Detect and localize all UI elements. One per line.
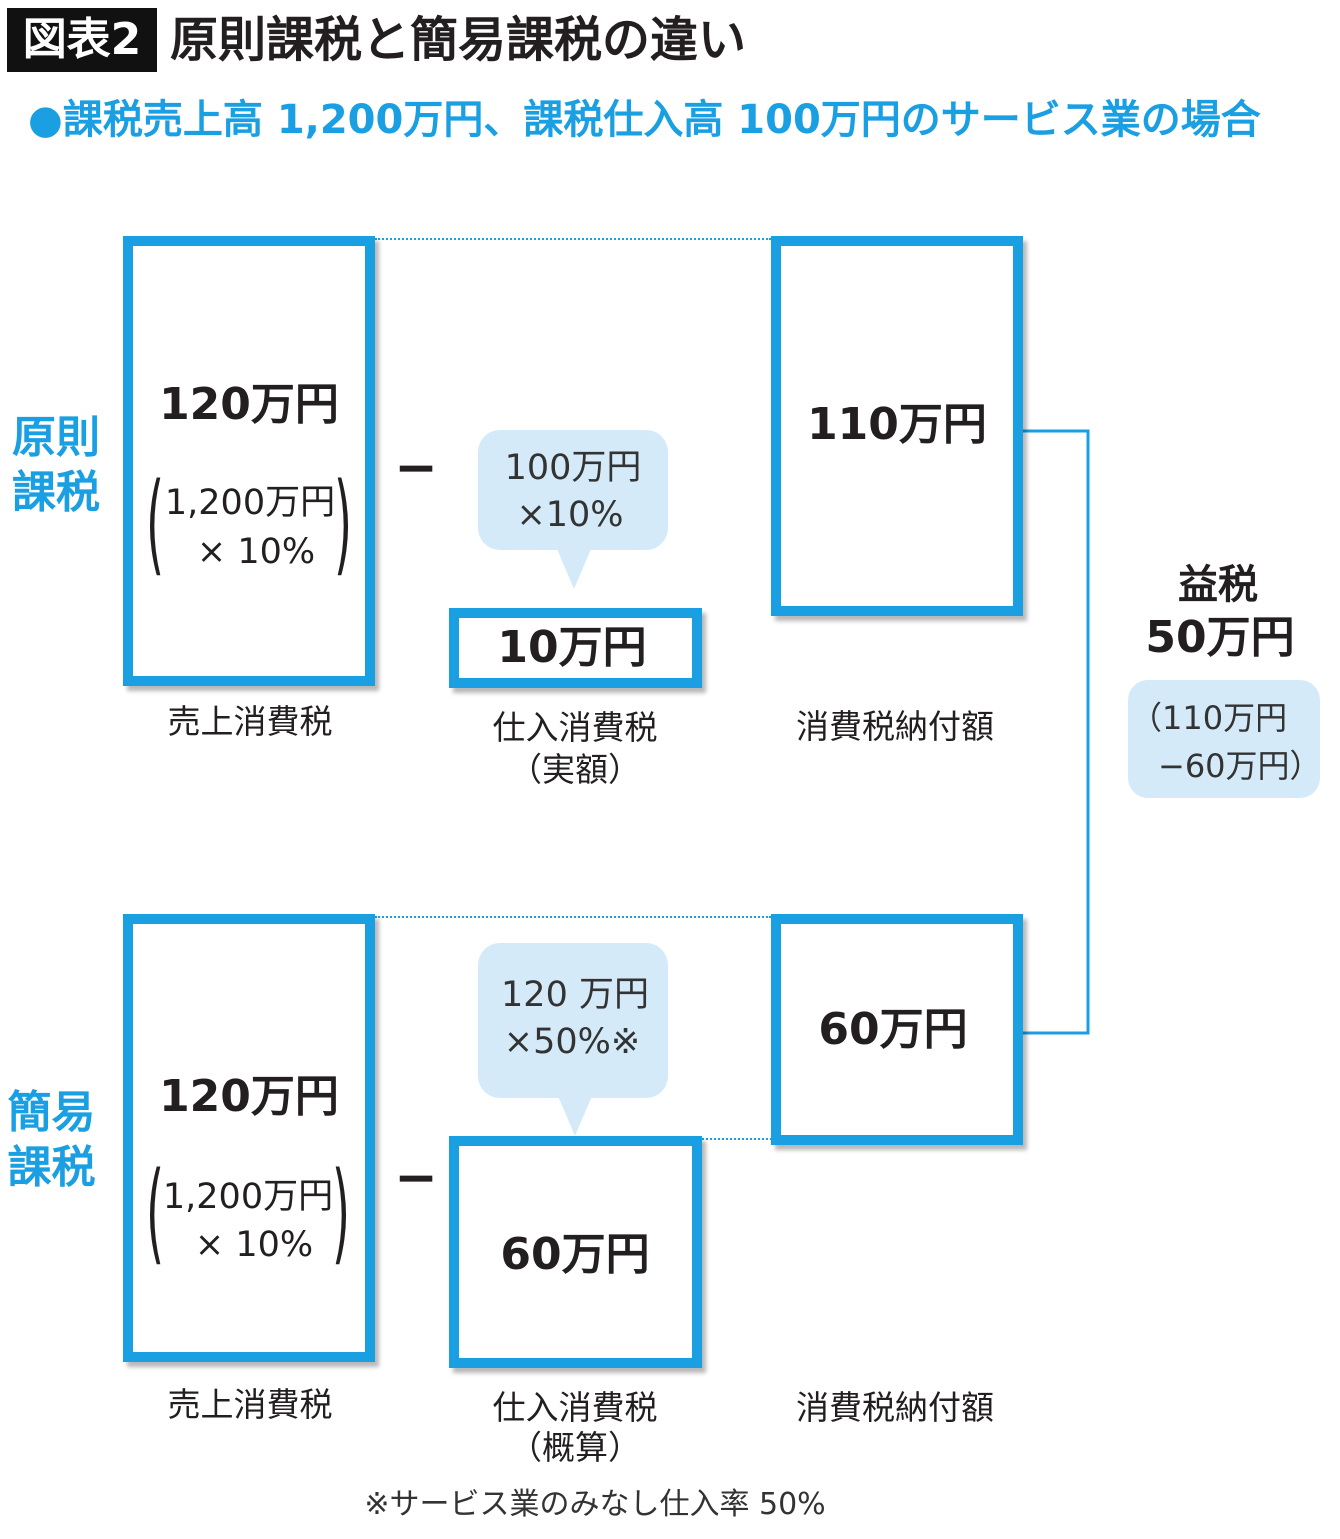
simplified-calculation-bubble xyxy=(478,943,668,1098)
principle-bubble-line1: 100万円 xyxy=(504,448,642,488)
simplified-formula-line2: × 10% xyxy=(194,1225,314,1265)
simplified-sales-tax-amount: 120万円 xyxy=(159,1071,339,1122)
principle-formula-paren-open: ( xyxy=(146,459,165,587)
simplified-purchase-tax-caption-note: （概算） xyxy=(509,1428,641,1467)
principle-label-line1: 原則 xyxy=(12,412,100,463)
simplified-payment-caption: 消費税納付額 xyxy=(796,1388,994,1427)
simplified-payment-amount: 60万円 xyxy=(818,1004,968,1055)
simplified-formula-line1: 1,200万円 xyxy=(162,1177,334,1217)
principle-bubble-tail xyxy=(557,549,591,589)
profit-formula-line2: −60万円） xyxy=(1158,747,1322,785)
simplified-sales-tax-caption: 売上消費税 xyxy=(167,1385,333,1424)
subtitle: ●課税売上高 1,200万円、課税仕入高 100万円のサービス業の場合 xyxy=(28,97,1261,143)
principle-purchase-tax-amount: 10万円 xyxy=(497,622,647,673)
simplified-label-line2: 課税 xyxy=(7,1142,96,1193)
simplified-purchase-dotted-line xyxy=(702,1138,772,1140)
principle-payment-amount: 110万円 xyxy=(807,399,987,450)
principle-sales-tax-caption: 売上消費税 xyxy=(167,702,333,741)
footnote: ※サービス業のみなし仕入率 50% xyxy=(364,1487,826,1522)
simplified-label-line1: 簡易 xyxy=(7,1087,96,1138)
principle-purchase-tax-caption-note: （実額） xyxy=(509,750,641,789)
simplified-sales-tax-box xyxy=(123,914,375,1362)
principle-purchase-tax-box xyxy=(449,608,702,688)
principle-purchase-tax-caption: 仕入消費税 xyxy=(492,708,658,747)
simplified-bubble-tail xyxy=(558,1096,592,1136)
principle-guide-dotted-line xyxy=(375,238,771,240)
simplified-purchase-tax-amount: 60万円 xyxy=(500,1229,650,1280)
principle-payment-box xyxy=(771,236,1023,616)
connector-path xyxy=(1018,429,1090,1035)
principle-sales-tax-amount: 120万円 xyxy=(159,379,339,430)
principle-minus-operator: − xyxy=(394,438,438,498)
simplified-minus-operator: − xyxy=(394,1148,438,1208)
principle-formula-line2: × 10% xyxy=(196,532,316,572)
page-title: 原則課税と簡易課税の違い xyxy=(170,12,747,68)
principle-bubble-line2: ×10% xyxy=(516,495,624,535)
simplified-purchase-tax-caption: 仕入消費税 xyxy=(492,1388,658,1427)
profit-amount: 50万円 xyxy=(1145,612,1295,663)
profit-label: 益税 xyxy=(1178,562,1258,608)
principle-formula-line1: 1,200万円 xyxy=(164,483,336,523)
figure-badge: 図表2 xyxy=(7,8,157,72)
principle-calculation-bubble xyxy=(478,430,668,550)
profit-formula-line1: （110万円 xyxy=(1130,699,1288,737)
simplified-formula-paren-open: ( xyxy=(146,1148,165,1276)
profit-formula-box xyxy=(1128,680,1320,798)
simplified-payment-box xyxy=(771,914,1023,1145)
simplified-bubble-line1: 120 万円 xyxy=(501,975,649,1015)
principle-payment-caption: 消費税納付額 xyxy=(796,707,994,746)
principle-formula-paren-close: ) xyxy=(334,459,353,587)
simplified-purchase-tax-box xyxy=(449,1136,702,1368)
simplified-bubble-line2: ×50%※ xyxy=(503,1022,641,1062)
principle-label-line2: 課税 xyxy=(12,467,100,518)
simplified-guide-dotted-line xyxy=(375,916,771,918)
principle-sales-tax-box xyxy=(123,236,375,686)
simplified-formula-paren-close: ) xyxy=(332,1148,351,1276)
